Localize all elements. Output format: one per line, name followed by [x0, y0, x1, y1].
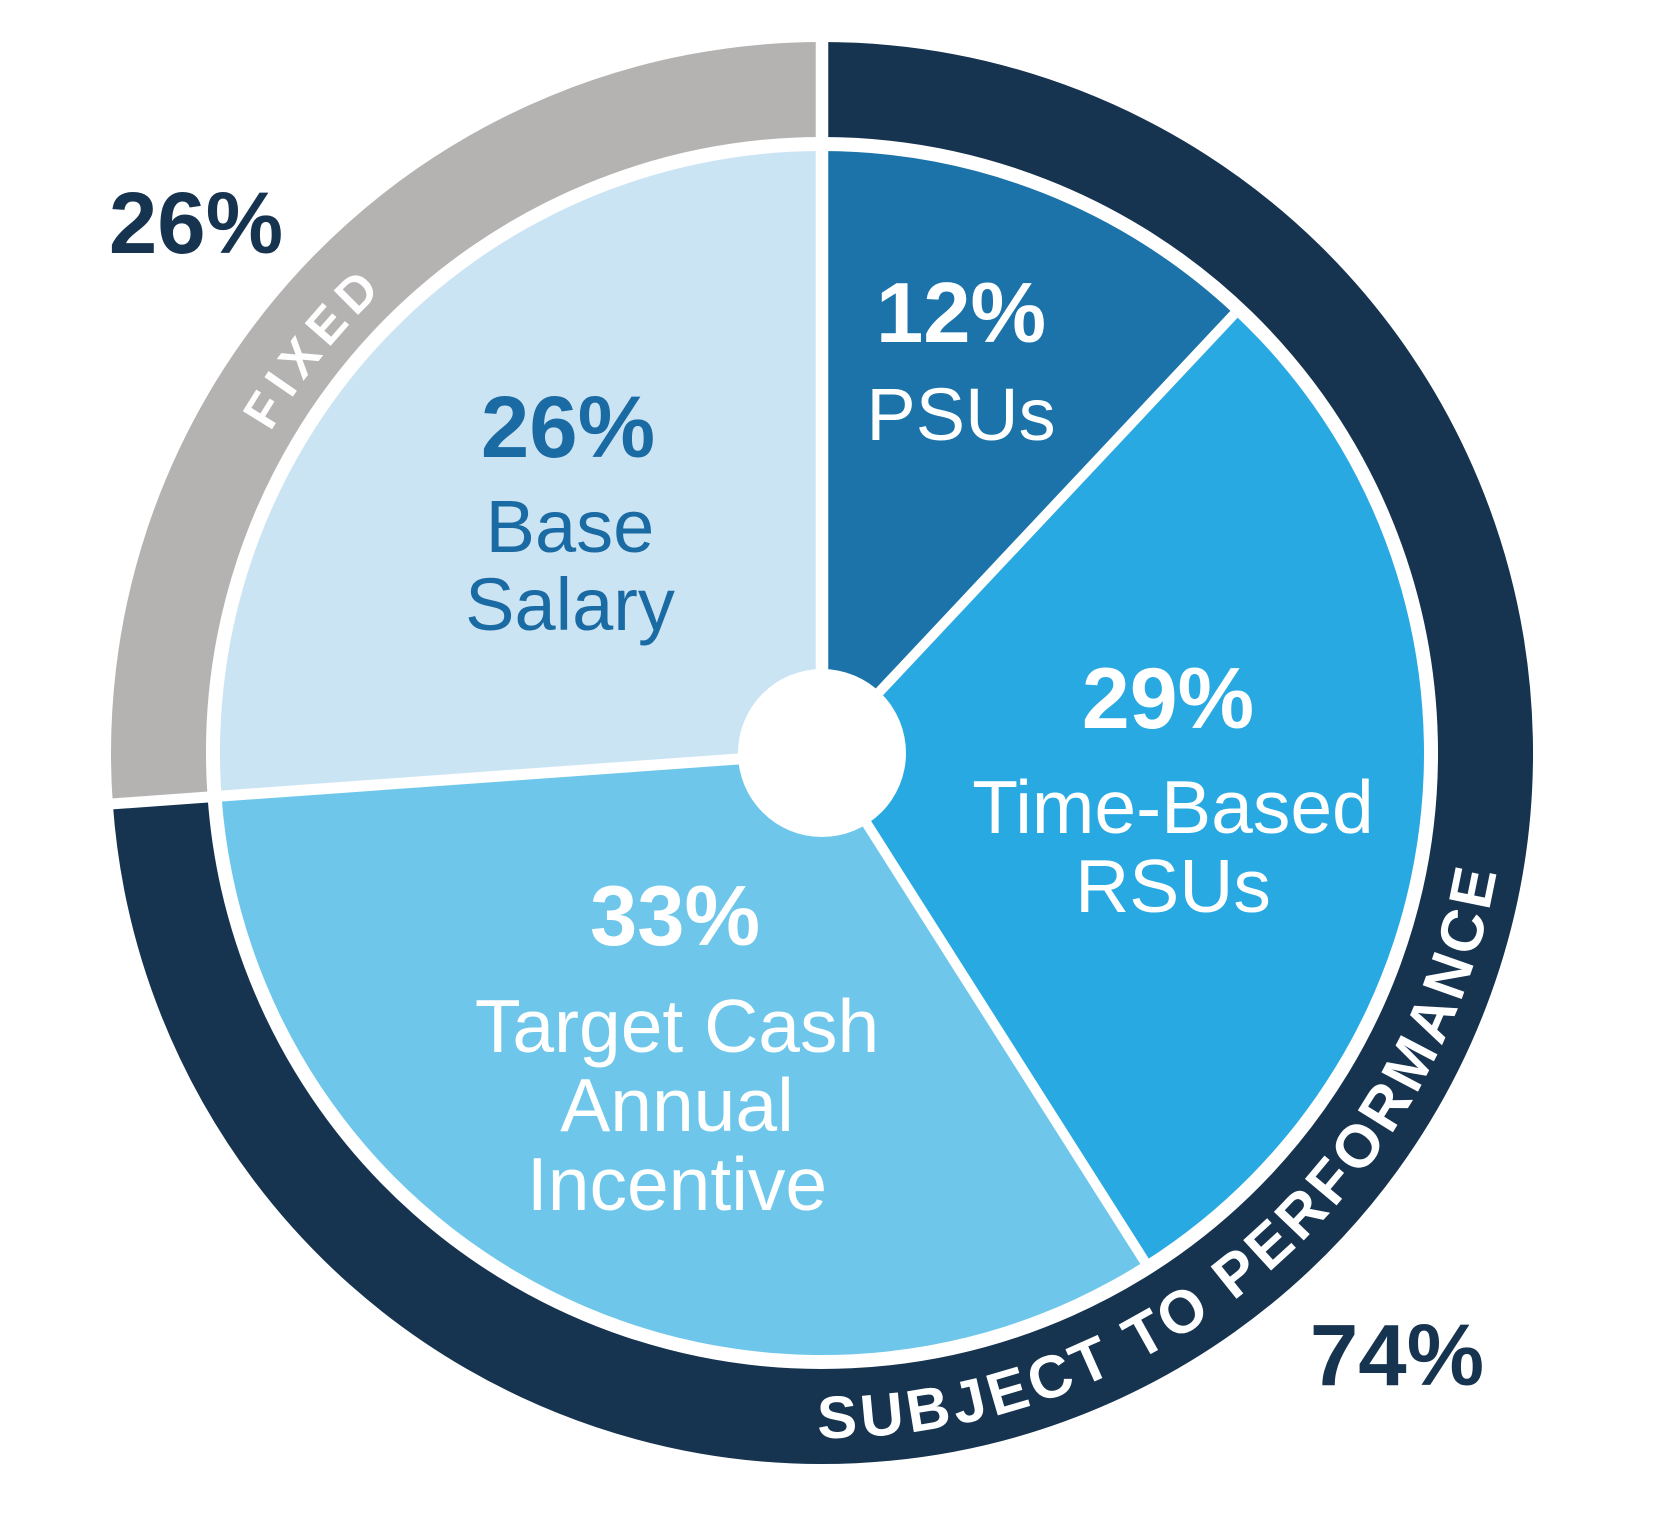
svg-text:Base: Base	[486, 485, 655, 568]
svg-text:Incentive: Incentive	[527, 1142, 827, 1226]
svg-text:RSUs: RSUs	[1075, 844, 1271, 928]
svg-text:Time-Based: Time-Based	[972, 765, 1374, 849]
svg-text:29%: 29%	[1082, 651, 1254, 747]
svg-text:26%: 26%	[481, 379, 655, 476]
svg-text:Annual: Annual	[560, 1063, 794, 1147]
svg-text:PSUs: PSUs	[866, 373, 1055, 456]
svg-text:Target Cash: Target Cash	[475, 984, 879, 1068]
svg-text:26%: 26%	[109, 175, 283, 272]
svg-text:12%: 12%	[876, 266, 1046, 361]
svg-text:74%: 74%	[1310, 1307, 1484, 1404]
svg-text:33%: 33%	[590, 869, 760, 964]
svg-text:Salary: Salary	[465, 563, 675, 646]
